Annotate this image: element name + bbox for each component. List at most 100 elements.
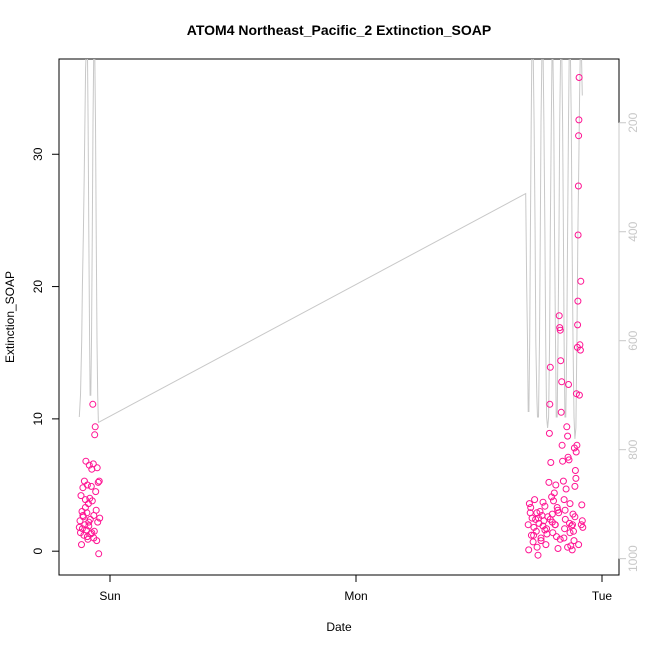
y2-tick-label: 200: [626, 112, 640, 132]
data-point: [75, 523, 83, 531]
data-point: [82, 457, 90, 465]
data-point: [569, 521, 576, 529]
x-axis: Sun Mon Tue: [99, 574, 612, 603]
data-point: [91, 423, 99, 431]
data-point: [565, 381, 572, 388]
data-point: [556, 324, 564, 332]
data-point: [575, 541, 583, 549]
data-point: [574, 321, 582, 329]
data-point: [525, 546, 533, 554]
y2-tick-label: 600: [626, 330, 640, 350]
plot-frame: [58, 58, 620, 576]
data-point: [570, 527, 577, 535]
data-point: [549, 529, 557, 537]
data-point: [79, 484, 87, 492]
data-point: [554, 545, 562, 552]
data-point: [578, 517, 586, 525]
data-point: [527, 531, 535, 539]
x-tick-label-sun: Sun: [99, 589, 120, 603]
data-point: [556, 535, 564, 543]
data-point: [529, 538, 537, 546]
data-point: [76, 517, 84, 525]
data-point: [527, 504, 535, 511]
data-point: [545, 429, 553, 437]
data-point: [558, 441, 566, 449]
y-tick-label: 20: [31, 280, 45, 294]
data-point: [88, 497, 96, 505]
data-point: [540, 517, 548, 525]
data-point: [564, 543, 572, 551]
y2-tick-label: 400: [626, 221, 640, 241]
data-point: [530, 531, 538, 539]
y-tick-label: 30: [31, 147, 45, 161]
data-point: [560, 534, 568, 542]
data-point: [91, 431, 99, 439]
data-point: [576, 341, 584, 349]
data-point: [89, 400, 97, 408]
data-point: [85, 522, 93, 530]
data-point: [550, 489, 558, 497]
data-point: [567, 542, 575, 550]
data-point: [524, 521, 532, 529]
data-point: [559, 477, 567, 485]
data-point: [96, 514, 104, 522]
data-point: [78, 541, 85, 549]
data-point: [561, 515, 569, 523]
data-point: [525, 500, 533, 508]
data-point: [575, 116, 583, 124]
data-point: [85, 518, 93, 526]
data-point: [533, 509, 541, 517]
data-point: [577, 277, 585, 285]
data-point: [546, 363, 554, 371]
y-axis-label: Extinction_SOAP: [3, 271, 17, 363]
chart-title: ATOM4 Northeast_Pacific_2 Extinction_SOA…: [187, 22, 491, 38]
data-point: [570, 537, 578, 545]
data-point: [539, 498, 547, 506]
data-point: [94, 518, 102, 526]
data-point: [545, 478, 553, 486]
data-point: [93, 464, 101, 472]
data-point: [566, 500, 574, 508]
data-point: [556, 326, 564, 334]
data-point: [557, 357, 565, 365]
y2-tick-label: 800: [626, 439, 640, 459]
data-point: [563, 423, 571, 431]
data-point: [575, 74, 583, 81]
data-point: [562, 485, 570, 493]
data-point: [555, 312, 563, 320]
data-point: [92, 488, 100, 496]
data-point: [92, 506, 100, 514]
data-point: [566, 529, 574, 537]
data-point: [550, 497, 557, 505]
data-point: [573, 441, 581, 449]
data-point: [560, 496, 568, 504]
y2-tick-label: 1000: [626, 545, 640, 572]
data-point: [531, 496, 539, 504]
data-point: [81, 496, 89, 504]
data-point: [87, 482, 95, 490]
scatter-series: [75, 74, 587, 559]
data-point: [79, 512, 87, 519]
data-point: [533, 543, 541, 551]
data-point: [89, 460, 97, 468]
data-point: [83, 481, 91, 489]
data-point: [94, 478, 102, 486]
data-point: [541, 526, 549, 534]
data-point: [77, 492, 85, 500]
data-point: [554, 506, 562, 514]
data-point: [537, 537, 545, 545]
data-point: [542, 541, 550, 549]
data-point: [576, 346, 584, 354]
data-point: [552, 481, 560, 489]
data-point: [558, 378, 566, 386]
data-point: [571, 482, 579, 490]
y2-axis-right: 200 400 600 800 1000: [618, 112, 640, 572]
data-point: [572, 448, 580, 456]
y-axis: 0 10 20 30: [31, 147, 60, 555]
data-point: [572, 474, 580, 482]
data-point: [95, 477, 103, 485]
data-point: [561, 506, 569, 514]
line-path: [78, 59, 583, 439]
data-point: [571, 467, 579, 474]
data-point: [574, 231, 582, 239]
